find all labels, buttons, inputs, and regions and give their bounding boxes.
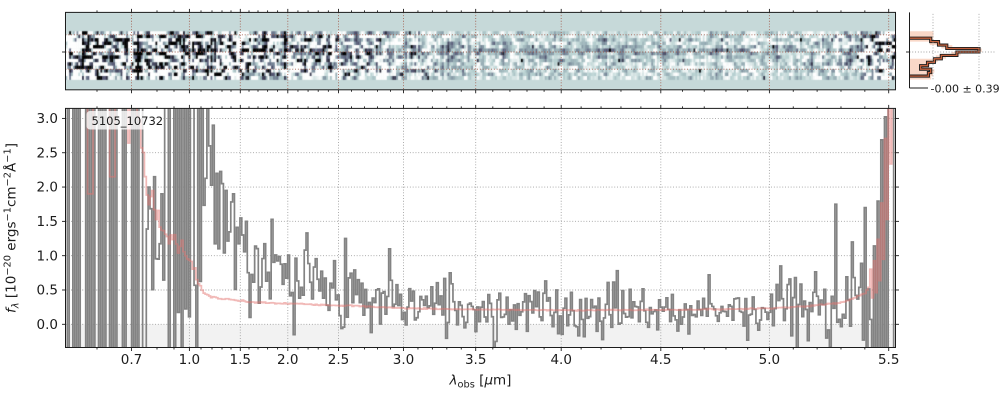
subscript: λ (10, 302, 21, 309)
panel-spatial-profile (906, 12, 996, 89)
label-text: Å (3, 162, 20, 172)
x-tick-label: 3.5 (465, 352, 486, 368)
label-text: cm (4, 186, 20, 207)
x-tick-label: 4.0 (550, 352, 571, 368)
label-text: [ (475, 373, 485, 389)
label-text: [10 (4, 276, 20, 303)
x-tick-label: 4.5 (650, 352, 671, 368)
x-tick-label: 3.0 (393, 352, 414, 368)
clipped-profile (909, 31, 982, 80)
y-tick-label: 1.5 (37, 214, 58, 230)
profile-stats-label: -0.00 ± 0.39 (931, 82, 1000, 95)
y-tick-label: 1.0 (37, 248, 58, 264)
error-line (86, 108, 893, 312)
label-text: ergs (4, 221, 20, 255)
spines-1d (65, 107, 896, 349)
y-tick-label: 3.0 (37, 111, 58, 127)
below-zero-band (65, 324, 896, 348)
clipped-series (66, 108, 895, 348)
x-tick-label: 5.0 (759, 352, 780, 368)
profile-step-line (909, 37, 980, 77)
label-text: f (4, 306, 20, 313)
x-tick-label: 1.5 (230, 352, 251, 368)
x-tick-label: 1.0 (179, 352, 200, 368)
x-tick-label: 2.0 (277, 352, 298, 368)
panel-1d-spectrum: 0.7 1.0 1.5 2.0 2.5 3.0 3.5 4.0 4.5 5.0 5.5 0.0 0.5 1… (37, 104, 899, 368)
superscript: −1 (2, 148, 13, 162)
superscript: −2 (2, 172, 13, 186)
x-tick-label: 5.5 (878, 352, 899, 368)
x-axis-label: λobs [μm] (449, 373, 512, 391)
profile-stats: -0.00 ± 0.39 (928, 80, 1000, 96)
source-id-annotation: 5105_10732 (86, 111, 164, 130)
flux-line (66, 108, 895, 348)
y-tick-label: 0.5 (37, 283, 58, 299)
subscript: obs (458, 379, 475, 390)
y-tick-label: 2.0 (37, 180, 58, 196)
label-text: μ (483, 373, 493, 389)
label-text: λ (449, 373, 458, 389)
spines-2d (65, 11, 896, 91)
label-text: m] (493, 373, 511, 389)
superscript: −20 (2, 255, 13, 276)
x-tick-label: 0.7 (121, 352, 142, 368)
x-tick-label: 2.5 (328, 352, 349, 368)
y-tick-label: 2.5 (37, 145, 58, 161)
label-text: ] (4, 143, 20, 148)
panel-2d-spectrum (62, 8, 896, 94)
y-tick-label: 0.0 (37, 317, 58, 333)
y-axis-label: fλ [10−20 ergs−1cm−2Å−1] (2, 143, 21, 313)
source-id-label: 5105_10732 (92, 114, 164, 128)
source-id-box (86, 111, 161, 130)
superscript: −1 (2, 207, 13, 221)
figure-labels: 5105_10732 -0.00 ± 0.39 λobs [μm] fλ [10… (2, 80, 1000, 391)
profile-stats-box (928, 80, 998, 96)
